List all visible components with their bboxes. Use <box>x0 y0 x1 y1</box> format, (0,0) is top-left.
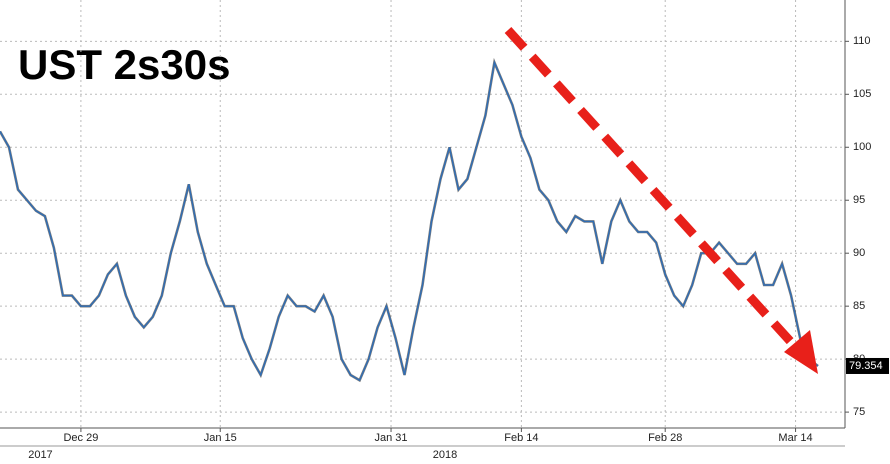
last-value-label: 79.354 <box>849 360 883 372</box>
y-tick-label: 95 <box>853 194 865 206</box>
trend-arrow <box>504 26 818 374</box>
series-line-shadow <box>0 57 819 383</box>
series-line <box>0 60 819 382</box>
x-tick-label: Dec 29 <box>63 432 98 444</box>
x-tick-label: Jan 15 <box>204 432 237 444</box>
chart-title: UST 2s30s <box>18 41 230 88</box>
y-tick-label: 100 <box>853 141 871 153</box>
y-tick-label: 105 <box>853 88 871 100</box>
year-label: 2018 <box>433 449 457 461</box>
x-tick-label: Feb 14 <box>504 432 538 444</box>
y-tick-label: 75 <box>853 406 865 418</box>
plot <box>0 0 845 428</box>
x-tick-label: Feb 28 <box>648 432 682 444</box>
x-tick-label: Jan 31 <box>375 432 408 444</box>
y-tick-label: 90 <box>853 247 865 259</box>
x-tick-label: Mar 14 <box>778 432 812 444</box>
y-tick-label: 85 <box>853 300 865 312</box>
last-value-box <box>846 357 889 374</box>
year-label: 2017 <box>28 449 52 461</box>
y-tick-label: 110 <box>853 35 871 47</box>
